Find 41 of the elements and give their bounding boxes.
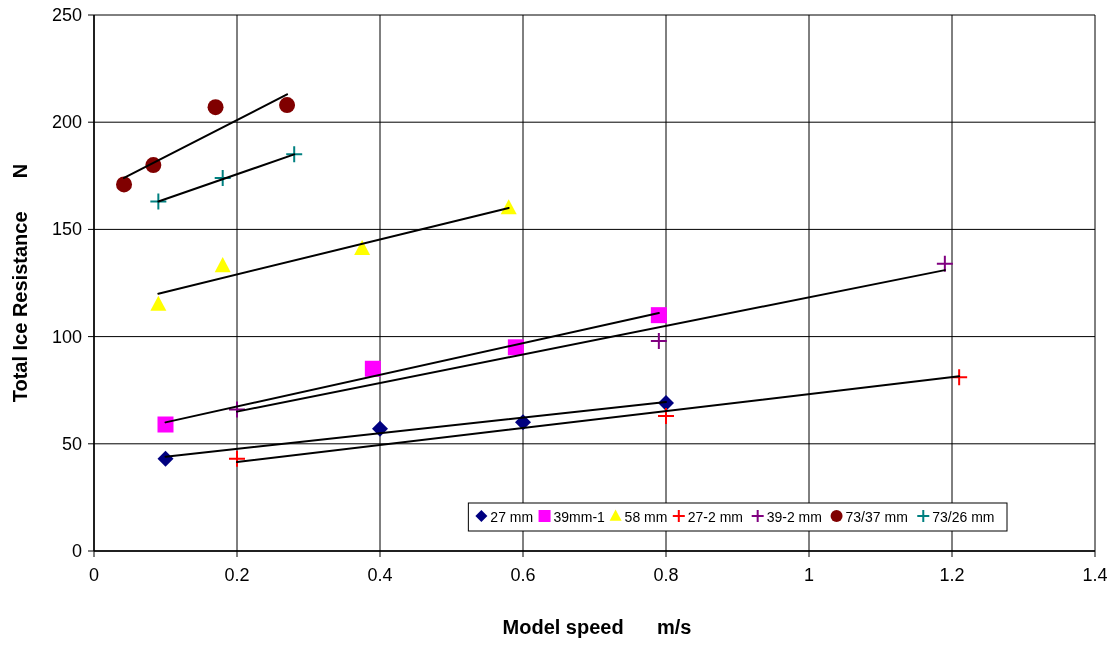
x-tick-label: 0.4 (367, 565, 393, 585)
legend-label: 27 mm (490, 509, 534, 525)
x-tick-label: 0.8 (653, 565, 679, 585)
point (157, 450, 174, 467)
point (649, 331, 668, 350)
y-tick-label: 200 (51, 112, 82, 133)
legend-label: 27-2 mm (687, 509, 744, 525)
x-tick-label: 1.2 (939, 565, 965, 585)
point (116, 176, 133, 193)
x-tick-label: 1.4 (1082, 565, 1108, 585)
point (935, 254, 954, 273)
point (213, 168, 232, 187)
x-tick-label: 0 (88, 565, 100, 585)
y-tick-label: 50 (61, 433, 82, 454)
legend-label: 73/37 mm (845, 509, 908, 525)
point (657, 406, 675, 425)
point (214, 257, 231, 273)
y-tick-label: 0 (71, 541, 82, 561)
y-tick-label: 100 (51, 326, 82, 347)
point (364, 360, 381, 377)
point (354, 239, 371, 256)
x-tick-label: 1 (803, 565, 815, 585)
point (650, 307, 667, 324)
y-tick-label: 150 (51, 219, 82, 240)
y-axis-title: Total Ice Resistance N (9, 163, 31, 403)
legend-label: 39mm-1 (553, 509, 606, 525)
y-tick-label: 250 (51, 5, 82, 25)
legend-label: 39-2 mm (766, 509, 822, 525)
legend-label: 58 mm (624, 509, 668, 525)
point (285, 145, 304, 164)
x-tick-label: 0.6 (510, 565, 536, 585)
x-axis-title: Model speed m/s (502, 616, 692, 638)
legend-label: 73/26 mm (932, 509, 995, 525)
point (149, 192, 168, 211)
point (228, 449, 246, 468)
point (150, 295, 167, 311)
point (228, 400, 246, 419)
point (207, 99, 224, 116)
x-tick-label: 0.2 (224, 565, 250, 585)
point (279, 97, 296, 114)
point (157, 416, 174, 433)
